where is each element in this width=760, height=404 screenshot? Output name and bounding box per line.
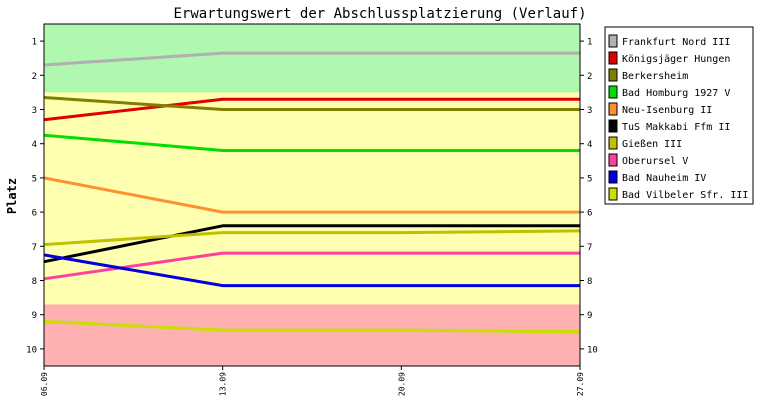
legend-label-0: Frankfurt Nord III <box>622 37 730 48</box>
y-tick-label-left-0: 1 <box>32 38 37 48</box>
series-lines <box>43 51 581 334</box>
y-tick-label-left-1: 2 <box>32 72 37 82</box>
series-line-4 <box>43 176 580 214</box>
x-tick-label-2: 20.09 <box>397 372 406 396</box>
legend-swatch-0 <box>608 34 618 48</box>
y-tick-label-left-9: 10 <box>26 345 37 355</box>
series-line-7 <box>43 251 580 281</box>
y-tick-label-right-1: 2 <box>587 72 592 82</box>
y-tick-label-left-5: 6 <box>32 209 37 219</box>
y-tick-label-right-5: 6 <box>587 209 592 219</box>
legend-label-7: Oberursel V <box>622 156 688 167</box>
y-ticks-right: 1 2 3 4 5 6 7 8 9 10 <box>580 38 598 355</box>
legend-swatch-8 <box>608 170 618 184</box>
legend-label-1: Königsjäger Hungen <box>622 54 730 65</box>
y-tick-label-right-9: 10 <box>587 345 598 355</box>
legend-swatch-2 <box>608 68 618 82</box>
y-tick-label-right-7: 8 <box>587 277 592 287</box>
zone-2 <box>44 304 580 366</box>
y-tick-label-right-3: 4 <box>587 140 592 150</box>
x-tick-label-1: 13.09 <box>219 372 228 396</box>
y-tick-label-right-6: 7 <box>587 243 592 253</box>
legend-label-3: Bad Homburg 1927 V <box>622 88 730 99</box>
legend-swatch-1 <box>608 51 618 65</box>
y-tick-label-right-2: 3 <box>587 106 592 116</box>
legend-label-8: Bad Nauheim IV <box>622 173 706 184</box>
y-ticks-left: 1 2 3 4 5 6 7 8 9 10 <box>26 38 44 355</box>
y-tick-label-right-8: 9 <box>587 311 592 321</box>
y-tick-label-left-8: 9 <box>32 311 37 321</box>
legend-label-4: Neu-Isenburg II <box>622 105 712 116</box>
x-ticks: 06.09 13.09 20.09 27.09 <box>40 366 585 396</box>
y-axis-label: Platz <box>5 178 19 214</box>
legend-box <box>604 26 754 205</box>
legend-label-5: TuS Makkabi Ffm II <box>622 122 730 133</box>
legend-swatch-5 <box>608 119 618 133</box>
legend-swatch-9 <box>608 187 618 201</box>
y-tick-label-left-6: 7 <box>32 243 37 253</box>
plot-frame <box>43 23 581 367</box>
legend-swatch-6 <box>608 136 618 150</box>
legend-label-9: Bad Vilbeler Sfr. III <box>622 190 748 201</box>
series-line-2 <box>43 96 580 111</box>
series-line-5 <box>43 224 580 264</box>
zone-1 <box>44 92 580 305</box>
chart-title: Erwartungswert der Abschlussplatzierung … <box>173 6 586 22</box>
legend-swatch-3 <box>608 85 618 99</box>
series-line-9 <box>43 320 581 334</box>
legend-label-6: Gießen III <box>622 139 682 150</box>
y-tick-label-left-7: 8 <box>32 277 37 287</box>
series-line-1 <box>43 97 580 122</box>
legend-label-2: Berkersheim <box>622 71 688 82</box>
series-line-0 <box>43 51 580 67</box>
series-line-8 <box>43 253 580 288</box>
y-tick-label-right-0: 1 <box>587 38 592 48</box>
y-tick-label-left-3: 4 <box>32 140 37 150</box>
x-tick-label-3: 27.09 <box>576 372 585 396</box>
x-tick-label-0: 06.09 <box>40 372 49 396</box>
legend-swatch-7 <box>608 153 618 167</box>
y-tick-label-left-2: 3 <box>32 106 37 116</box>
y-tick-label-left-4: 5 <box>32 174 37 184</box>
series-line-6 <box>43 229 581 247</box>
series-line-3 <box>43 133 580 152</box>
y-tick-label-right-4: 5 <box>587 174 592 184</box>
legend: Frankfurt Nord III Königsjäger Hungen Berk… <box>604 26 754 205</box>
legend-swatch-4 <box>608 102 618 116</box>
background-zones <box>44 24 580 366</box>
